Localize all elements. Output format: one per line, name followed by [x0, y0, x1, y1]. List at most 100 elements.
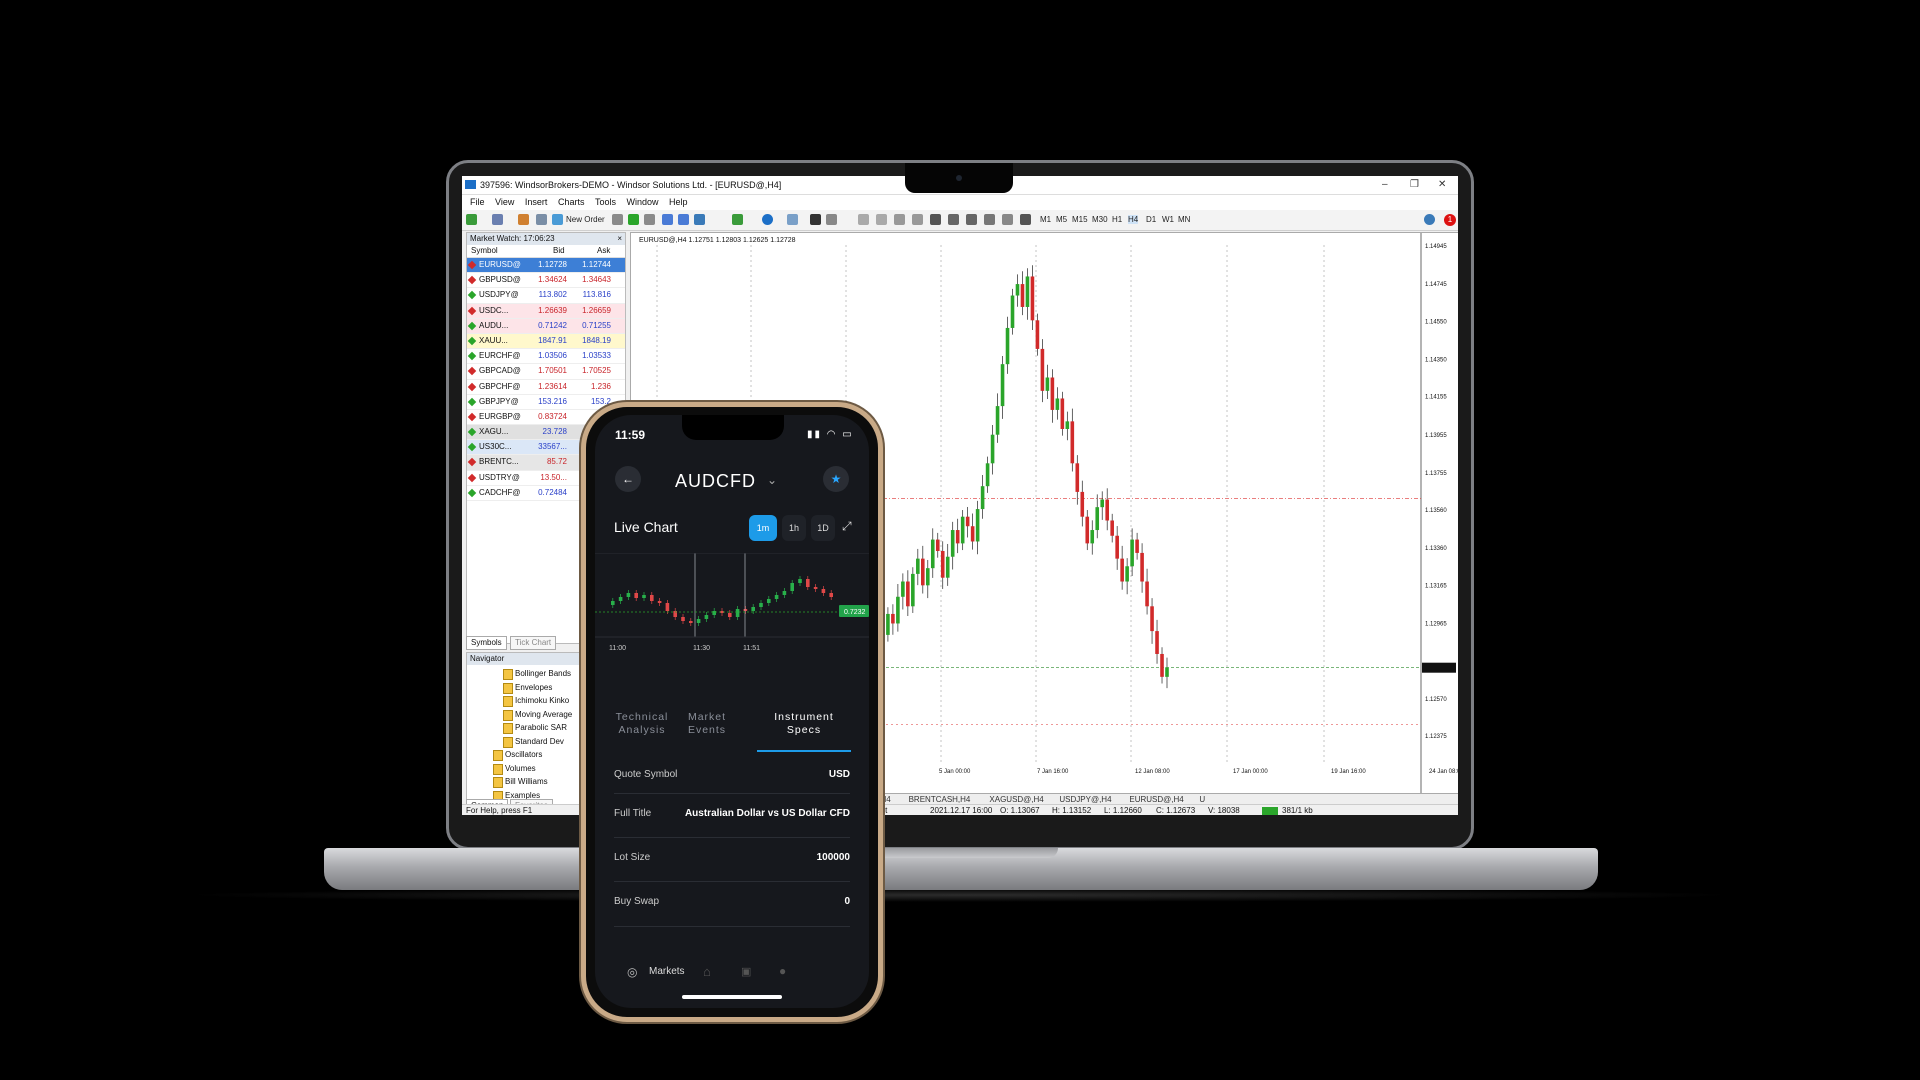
menu-insert[interactable]: Insert — [524, 197, 548, 207]
col-symbol[interactable]: Symbol — [471, 246, 498, 255]
close-icon[interactable]: × — [617, 234, 622, 243]
profile-icon[interactable]: ● — [779, 964, 787, 978]
tab-market-events[interactable]: Market Events — [687, 711, 727, 736]
menu-view[interactable]: View — [495, 197, 515, 207]
menu-charts[interactable]: Charts — [557, 197, 585, 207]
market-watch-row[interactable]: GBPJPY@ 153.216 153.2 — [467, 394, 625, 410]
profiles-icon[interactable] — [492, 214, 503, 225]
tf-w1[interactable]: W1 — [1162, 215, 1174, 224]
navigator-item[interactable]: Standard Dev — [515, 736, 564, 746]
fullscreen-icon[interactable]: ⤢ — [842, 519, 852, 533]
new-order-icon[interactable] — [552, 214, 563, 225]
tab-symbols[interactable]: Symbols — [466, 636, 507, 650]
tile-windows-icon[interactable] — [694, 214, 705, 225]
navigator-item[interactable]: Oscillators — [505, 750, 543, 759]
triangle-icon[interactable] — [984, 214, 995, 225]
wallet-icon[interactable]: ▣ — [741, 966, 752, 978]
market-watch-row[interactable]: GBPCHF@ 1.23614 1.236 — [467, 379, 625, 395]
tab-technical-analysis[interactable]: Technical Analysis — [615, 711, 669, 736]
navigator-icon[interactable] — [536, 214, 547, 225]
fibo-icon[interactable] — [912, 214, 923, 225]
market-watch-row[interactable]: AUDU... 0.71242 0.71255 — [467, 318, 625, 334]
tf-h4[interactable]: H4 — [1128, 215, 1139, 224]
arrow-down-icon — [467, 382, 477, 391]
market-watch-row[interactable]: USDC... 1.26639 1.26659 — [467, 303, 625, 319]
mini-candlestick-chart[interactable]: 0.7232 11:00 11:30 11:51 — [595, 553, 869, 665]
navigator-item[interactable]: Examples — [505, 790, 541, 800]
notification-badge[interactable]: 1 — [1444, 214, 1456, 226]
tab-tick-chart[interactable]: Tick Chart — [510, 636, 557, 650]
menu-tools[interactable]: Tools — [594, 197, 616, 207]
maximize-button[interactable]: ❐ — [1410, 179, 1419, 190]
tf-h1[interactable]: H1 — [1112, 215, 1123, 224]
navigator-item[interactable]: Bill Williams — [505, 777, 548, 786]
menu-file[interactable]: File — [470, 197, 485, 207]
rectangle-icon[interactable] — [966, 214, 977, 225]
menu-help[interactable]: Help — [669, 197, 688, 207]
candlestick-chart[interactable]: EURUSD@,H4 1.12751 1.12803 1.12625 1.127… — [631, 233, 1458, 793]
hline-icon[interactable] — [858, 214, 869, 225]
new-chart-icon[interactable] — [466, 214, 477, 225]
timeframe-1m-button[interactable]: 1m — [749, 515, 777, 541]
market-watch-row[interactable]: EURUSD@ 1.12728 1.12744 — [467, 258, 625, 274]
arrows-icon[interactable] — [1020, 214, 1031, 225]
label-icon[interactable] — [948, 214, 959, 225]
navigator-item[interactable]: Bollinger Bands — [515, 669, 572, 678]
market-watch-row[interactable]: GBPUSD@ 1.34624 1.34643 — [467, 273, 625, 289]
star-icon[interactable]: ★ — [823, 466, 849, 492]
period-icon[interactable] — [762, 214, 773, 225]
crosshair-icon[interactable] — [826, 214, 837, 225]
indicators-icon[interactable] — [732, 214, 743, 225]
symbol-title[interactable]: AUDCFD — [675, 471, 756, 491]
navigator-item[interactable]: Ichimoku Kinko — [515, 696, 570, 705]
zoom-out-icon[interactable] — [678, 214, 689, 225]
line-chart-icon[interactable] — [644, 214, 655, 225]
tf-d1[interactable]: D1 — [1146, 215, 1157, 224]
navigator-item[interactable]: Volumes — [505, 763, 536, 773]
templates-icon[interactable] — [787, 214, 798, 225]
chart-window-tab[interactable]: EURUSD@,H4 — [1129, 795, 1184, 804]
nav-markets[interactable]: Markets — [649, 966, 685, 977]
arrow-down-icon — [467, 275, 477, 285]
tab-instrument-specs[interactable]: Instrument Specs — [774, 711, 834, 736]
market-watch-row[interactable]: GBPCAD@ 1.70501 1.70525 — [467, 364, 625, 380]
chevron-down-icon[interactable]: ⌄ — [767, 473, 778, 487]
andrews-icon[interactable] — [1002, 214, 1013, 225]
home-icon[interactable]: ⌂ — [703, 964, 711, 979]
tf-m1[interactable]: M1 — [1040, 215, 1052, 224]
new-order-button[interactable]: New Order — [566, 215, 605, 224]
tf-mn[interactable]: MN — [1178, 215, 1191, 224]
zoom-in-icon[interactable] — [662, 214, 673, 225]
market-watch-row[interactable]: EURCHF@ 1.03506 1.03533 — [467, 349, 625, 365]
chart-window-tab[interactable]: XAGUSD@,H4 — [989, 795, 1044, 804]
chart-window-tab[interactable]: USDJPY@,H4 — [1059, 795, 1112, 804]
navigator-item[interactable]: Parabolic SAR — [515, 723, 568, 732]
market-watch-row[interactable]: USDJPY@ 113.802 113.816 — [467, 288, 625, 304]
tf-m5[interactable]: M5 — [1056, 215, 1068, 224]
menu-window[interactable]: Window — [626, 197, 659, 207]
candlestick-icon[interactable] — [628, 214, 639, 225]
minimize-button[interactable]: – — [1382, 179, 1388, 190]
navigator-item[interactable]: Moving Average — [515, 709, 573, 719]
tf-m15[interactable]: M15 — [1072, 215, 1088, 224]
channel-icon[interactable] — [894, 214, 905, 225]
text-icon[interactable] — [930, 214, 941, 225]
market-watch-row[interactable]: XAUU... 1847.91 1848.19 — [467, 333, 625, 350]
close-button[interactable]: ✕ — [1438, 179, 1447, 190]
cursor-icon[interactable] — [810, 214, 821, 225]
market-watch-icon[interactable] — [518, 214, 529, 225]
timeframe-1h-button[interactable]: 1h — [782, 515, 806, 541]
col-ask[interactable]: Ask — [597, 246, 611, 255]
chart-window-tab[interactable]: U — [1199, 795, 1206, 804]
chart-window-tab[interactable]: BRENTCASH,H4 — [908, 795, 971, 804]
search-icon[interactable] — [1424, 214, 1435, 225]
timeframe-1d-button[interactable]: 1D — [811, 515, 835, 541]
tf-m30[interactable]: M30 — [1092, 215, 1108, 224]
trendline-icon[interactable] — [876, 214, 887, 225]
globe-icon[interactable]: ◎ — [627, 965, 638, 979]
bar-chart-icon[interactable] — [612, 214, 623, 225]
col-bid[interactable]: Bid — [553, 246, 565, 255]
back-arrow-icon[interactable]: ← — [615, 466, 641, 492]
navigator-item[interactable]: Envelopes — [515, 682, 553, 692]
active-tab-underline — [757, 750, 851, 752]
